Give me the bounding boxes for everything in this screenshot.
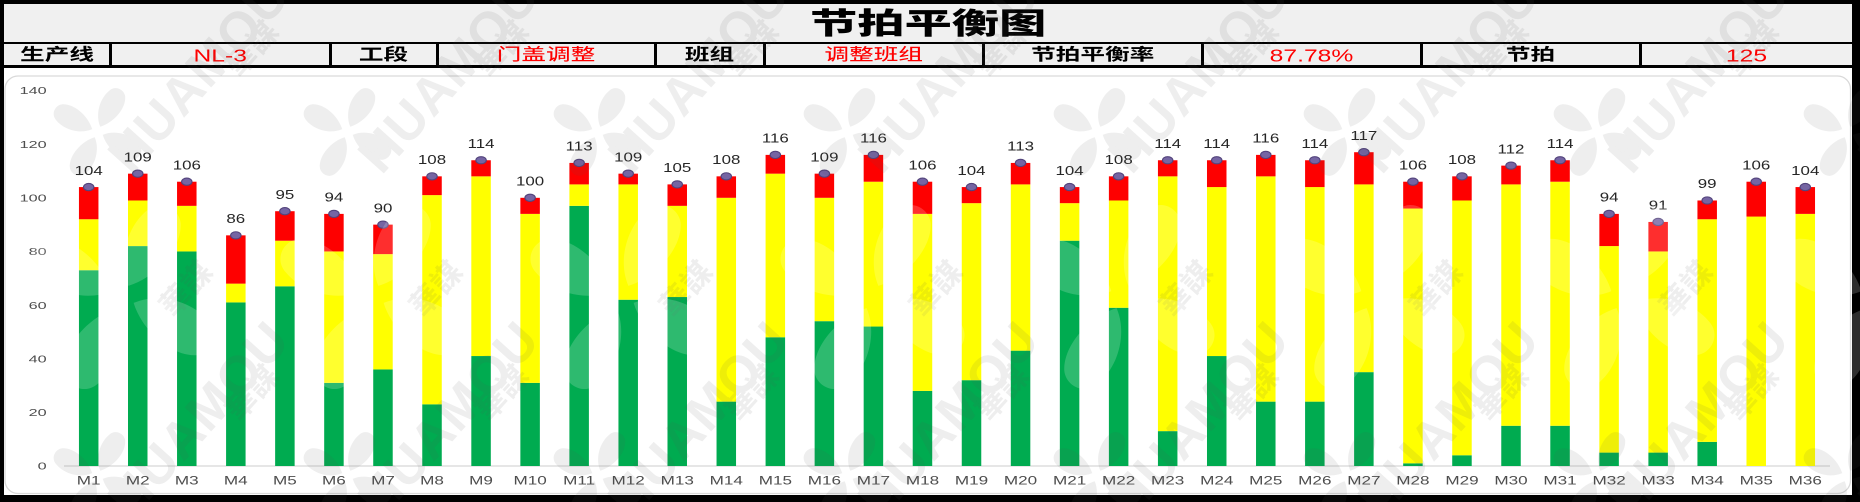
svg-text:M16: M16 bbox=[808, 474, 841, 488]
svg-text:NL-3: NL-3 bbox=[193, 45, 246, 66]
svg-text:M18: M18 bbox=[906, 474, 939, 488]
svg-text:106: 106 bbox=[908, 158, 936, 172]
svg-text:94: 94 bbox=[325, 191, 344, 205]
svg-text:M6: M6 bbox=[322, 474, 346, 488]
svg-text:87.78%: 87.78% bbox=[1270, 45, 1354, 66]
svg-text:80: 80 bbox=[29, 247, 47, 258]
svg-text:114: 114 bbox=[1301, 137, 1328, 151]
svg-text:86: 86 bbox=[226, 212, 245, 226]
svg-text:90: 90 bbox=[374, 201, 393, 215]
svg-text:109: 109 bbox=[810, 150, 838, 164]
svg-text:114: 114 bbox=[1547, 137, 1574, 151]
svg-text:M35: M35 bbox=[1740, 474, 1773, 488]
svg-text:M12: M12 bbox=[612, 474, 645, 488]
svg-text:M4: M4 bbox=[224, 474, 248, 488]
svg-text:M23: M23 bbox=[1151, 474, 1184, 488]
svg-text:91: 91 bbox=[1649, 199, 1668, 213]
svg-text:114: 114 bbox=[1203, 137, 1230, 151]
svg-text:M30: M30 bbox=[1494, 474, 1527, 488]
svg-text:M2: M2 bbox=[126, 474, 150, 488]
svg-text:114: 114 bbox=[1154, 137, 1181, 151]
svg-text:104: 104 bbox=[1791, 164, 1819, 178]
svg-text:108: 108 bbox=[418, 153, 446, 167]
svg-text:116: 116 bbox=[860, 132, 887, 146]
svg-text:60: 60 bbox=[29, 301, 47, 312]
svg-text:M5: M5 bbox=[273, 474, 297, 488]
svg-text:113: 113 bbox=[566, 140, 593, 154]
svg-text:M28: M28 bbox=[1396, 474, 1429, 488]
svg-text:M10: M10 bbox=[513, 474, 546, 488]
svg-text:M24: M24 bbox=[1200, 474, 1233, 488]
svg-text:125: 125 bbox=[1726, 45, 1767, 66]
svg-text:M17: M17 bbox=[857, 474, 890, 488]
svg-text:M8: M8 bbox=[420, 474, 444, 488]
svg-text:M11: M11 bbox=[563, 474, 595, 488]
svg-text:108: 108 bbox=[1448, 153, 1476, 167]
svg-text:M29: M29 bbox=[1445, 474, 1478, 488]
svg-text:M36: M36 bbox=[1789, 474, 1822, 488]
svg-text:0: 0 bbox=[38, 462, 47, 473]
svg-text:M3: M3 bbox=[175, 474, 199, 488]
svg-text:120: 120 bbox=[20, 140, 47, 151]
svg-text:116: 116 bbox=[762, 132, 789, 146]
svg-text:M21: M21 bbox=[1053, 474, 1086, 488]
svg-text:109: 109 bbox=[124, 150, 152, 164]
svg-text:M13: M13 bbox=[661, 474, 694, 488]
svg-text:104: 104 bbox=[957, 164, 985, 178]
svg-text:113: 113 bbox=[1007, 140, 1034, 154]
svg-text:104: 104 bbox=[75, 164, 103, 178]
svg-text:M1: M1 bbox=[77, 474, 101, 488]
svg-text:108: 108 bbox=[1105, 153, 1133, 167]
svg-text:M20: M20 bbox=[1004, 474, 1037, 488]
svg-text:M27: M27 bbox=[1347, 474, 1380, 488]
svg-text:99: 99 bbox=[1698, 177, 1717, 191]
svg-text:M22: M22 bbox=[1102, 474, 1135, 488]
svg-text:M9: M9 bbox=[469, 474, 493, 488]
svg-text:140: 140 bbox=[20, 86, 47, 97]
svg-text:M14: M14 bbox=[710, 474, 743, 488]
svg-text:20: 20 bbox=[29, 408, 47, 419]
svg-text:95: 95 bbox=[275, 188, 294, 202]
svg-text:M33: M33 bbox=[1641, 474, 1674, 488]
svg-text:100: 100 bbox=[20, 194, 47, 205]
svg-text:109: 109 bbox=[614, 150, 642, 164]
svg-text:104: 104 bbox=[1056, 164, 1084, 178]
svg-text:106: 106 bbox=[1742, 158, 1770, 172]
svg-text:M26: M26 bbox=[1298, 474, 1331, 488]
svg-text:105: 105 bbox=[663, 161, 691, 175]
svg-text:M31: M31 bbox=[1543, 474, 1576, 488]
svg-text:112: 112 bbox=[1498, 142, 1525, 156]
svg-text:114: 114 bbox=[468, 137, 495, 151]
svg-text:M32: M32 bbox=[1592, 474, 1625, 488]
svg-text:116: 116 bbox=[1252, 132, 1279, 146]
svg-text:M7: M7 bbox=[371, 474, 395, 488]
svg-text:106: 106 bbox=[173, 158, 201, 172]
svg-text:94: 94 bbox=[1600, 191, 1619, 205]
svg-text:100: 100 bbox=[516, 174, 544, 188]
svg-text:106: 106 bbox=[1399, 158, 1427, 172]
svg-text:40: 40 bbox=[29, 354, 47, 365]
svg-text:M15: M15 bbox=[759, 474, 792, 488]
svg-text:M19: M19 bbox=[955, 474, 988, 488]
svg-text:M34: M34 bbox=[1691, 474, 1724, 488]
svg-text:117: 117 bbox=[1350, 129, 1377, 143]
svg-text:M25: M25 bbox=[1249, 474, 1282, 488]
svg-text:108: 108 bbox=[712, 153, 740, 167]
